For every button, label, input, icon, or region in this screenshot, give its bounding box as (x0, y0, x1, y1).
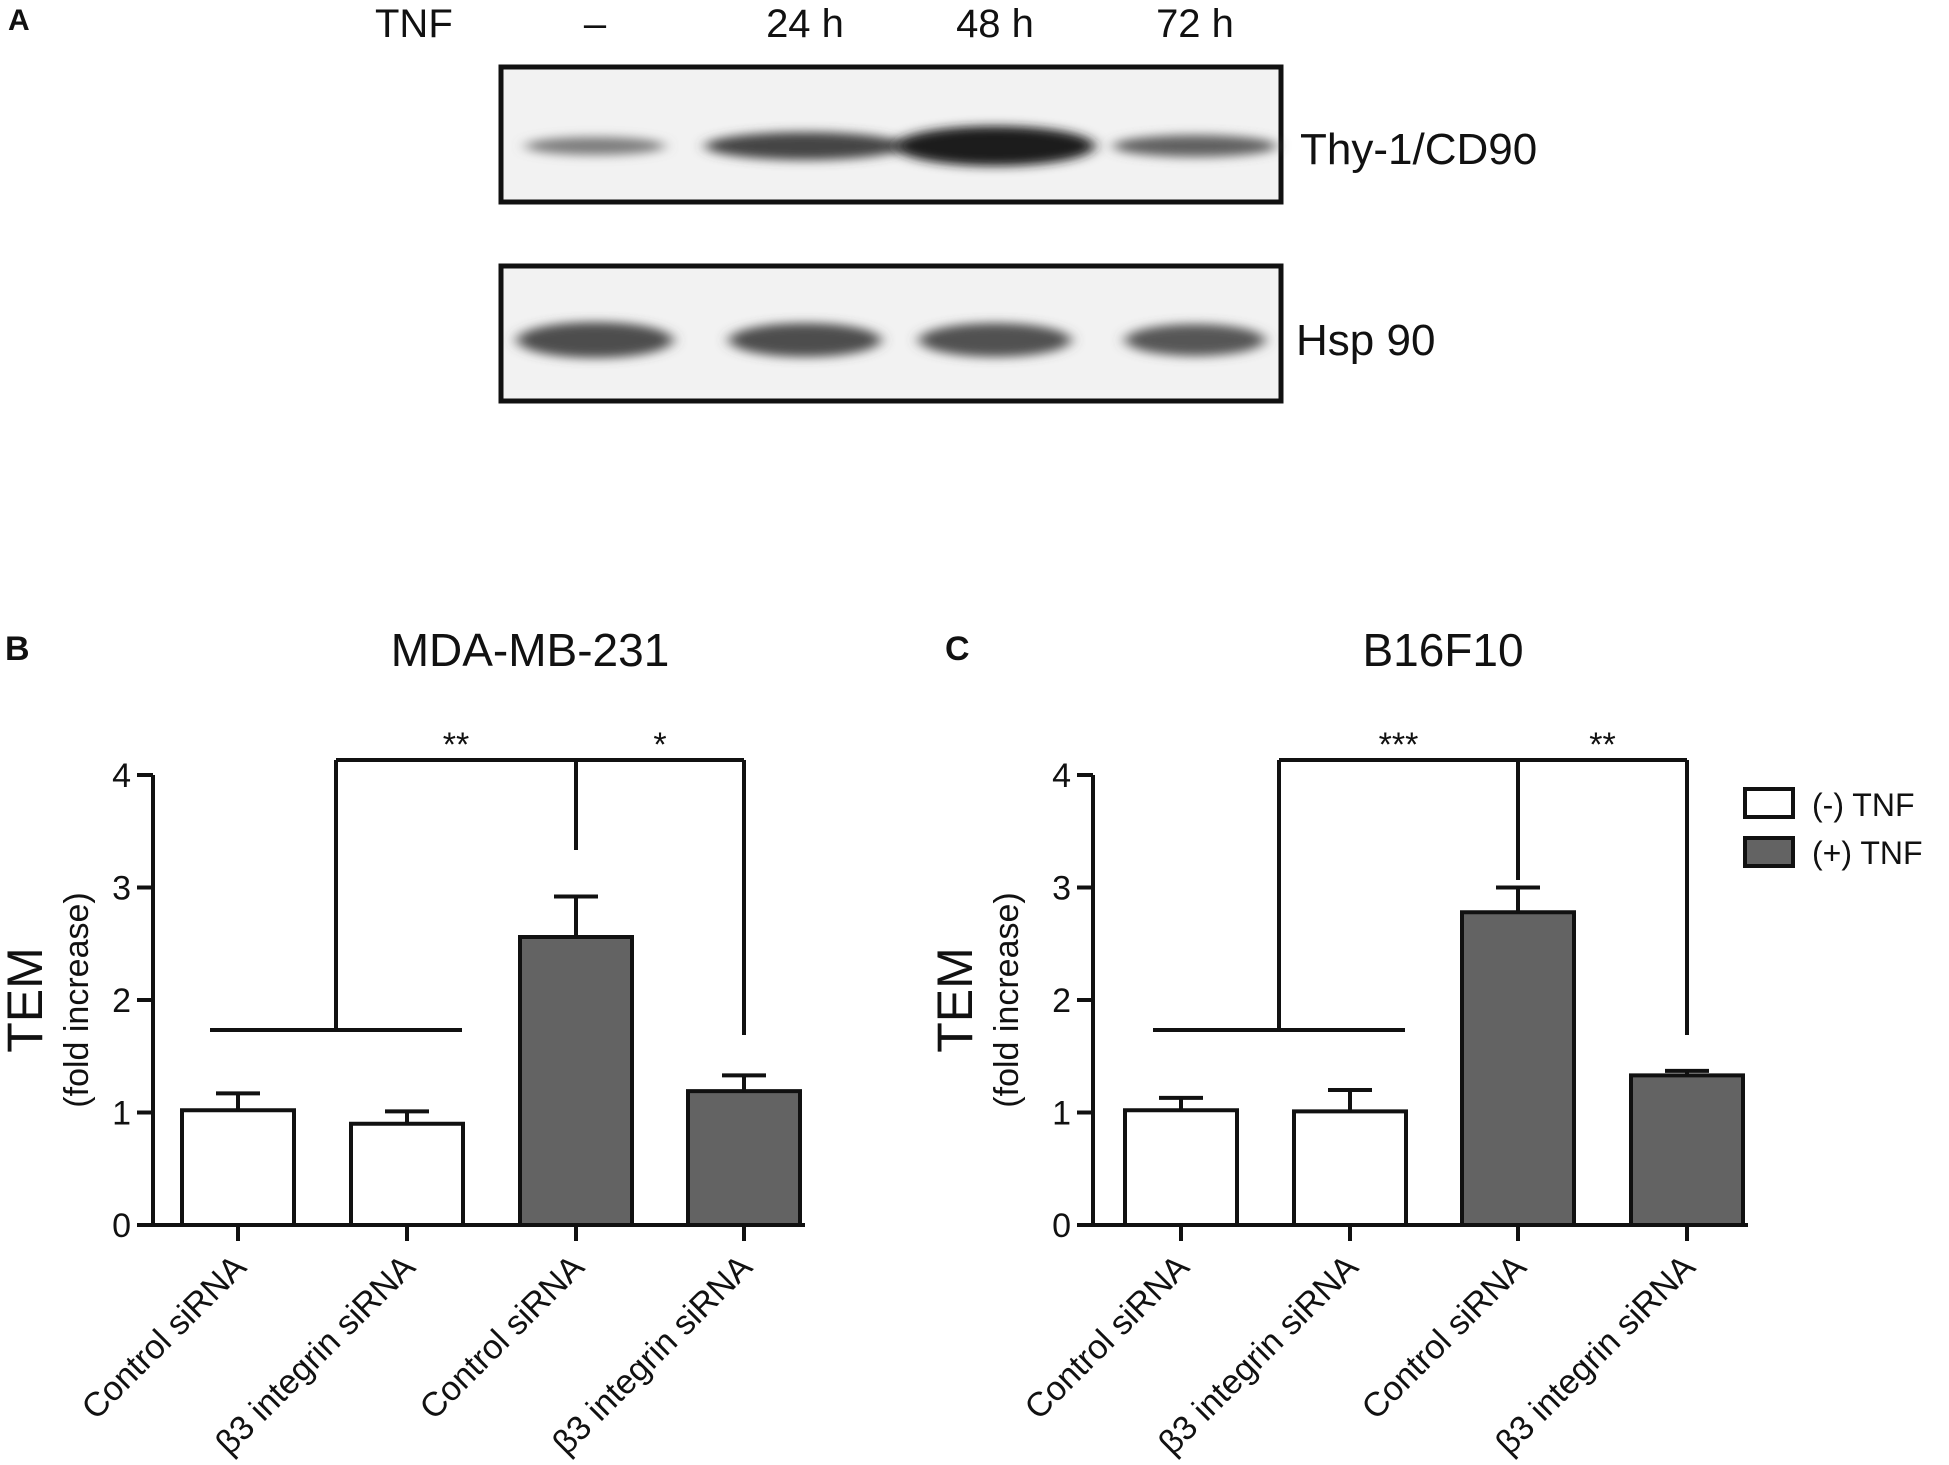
y-axis-sublabel: (fold increase) (988, 892, 1026, 1107)
significance-label: *** (1379, 726, 1419, 764)
legend: (-) TNF (+) TNF (1743, 787, 1923, 871)
y-tick-label: 0 (112, 1207, 131, 1245)
x-tick-label: Control siRNA (74, 1248, 253, 1427)
x-tick-label: Control siRNA (1017, 1248, 1196, 1427)
y-tick-label: 0 (1052, 1207, 1071, 1245)
blot-band-label-hsp90: Hsp 90 (1296, 316, 1435, 365)
blot-band (1113, 135, 1277, 157)
y-tick-label: 4 (1052, 757, 1071, 795)
blot-lane-label: 72 h (1156, 2, 1234, 46)
y-tick-label: 1 (1052, 1095, 1071, 1133)
y-tick-label: 3 (1052, 870, 1071, 908)
bar (1123, 1108, 1239, 1227)
bar (1629, 1073, 1745, 1227)
blot-band (1125, 324, 1265, 356)
x-tick-label: Control siRNA (412, 1248, 591, 1427)
blot-band (729, 323, 881, 357)
chart-title: MDA-MB-231 (391, 624, 670, 676)
bar (518, 935, 634, 1227)
panel-letter-a: A (8, 4, 30, 37)
blot-frame-thy1 (498, 64, 1284, 205)
blot-band (705, 132, 905, 160)
y-axis-label: TEM (927, 947, 983, 1053)
bar (180, 1108, 296, 1227)
blot-treatment-label: TNF (375, 2, 453, 46)
panel-letter-c: C (945, 630, 970, 668)
blot-lane-labels: – 24 h 48 h 72 h (584, 2, 1234, 46)
significance-label: ** (1589, 726, 1615, 764)
blot-hsp90-panel (498, 263, 1284, 404)
y-tick-label: 3 (112, 870, 131, 908)
bar (349, 1121, 465, 1227)
blot-band (517, 322, 673, 358)
significance-label: ** (443, 726, 469, 764)
chart-b16f10: B16F10 TEM (fold increase) 0 1 2 3 4 Control siR… (927, 624, 1748, 1462)
bar (1460, 910, 1576, 1227)
legend-swatch-minus-tnf (1743, 787, 1795, 819)
y-tick-label: 2 (1052, 982, 1071, 1020)
blot-band (919, 323, 1071, 357)
blot-band-label-thy1: Thy-1/CD90 (1300, 125, 1537, 174)
chart-title: B16F10 (1362, 624, 1523, 676)
blot-lane-label: 24 h (766, 2, 844, 46)
y-axis-label: TEM (0, 947, 53, 1053)
panel-letter-b: B (5, 630, 30, 668)
blot-band (895, 126, 1095, 166)
blot-thy1-panel (498, 64, 1284, 205)
legend-label-minus-tnf: (-) TNF (1812, 787, 1914, 823)
y-tick-label: 2 (112, 982, 131, 1020)
legend-swatch-plus-tnf (1743, 836, 1795, 868)
y-tick-label: 4 (112, 757, 131, 795)
y-axis-sublabel: (fold increase) (58, 892, 96, 1107)
bar (1292, 1109, 1408, 1227)
x-tick-label: Control siRNA (1354, 1248, 1533, 1427)
blot-lane-label: 48 h (956, 2, 1034, 46)
blot-lane-label: – (584, 2, 607, 46)
y-tick-label: 1 (112, 1095, 131, 1133)
bar (686, 1089, 802, 1227)
legend-label-plus-tnf: (+) TNF (1812, 835, 1923, 871)
significance-label: * (653, 726, 666, 764)
chart-mda-mb-231: MDA-MB-231 TEM (fold increase) 0 1 2 3 4 Control… (0, 624, 805, 1462)
blot-band (525, 137, 665, 155)
